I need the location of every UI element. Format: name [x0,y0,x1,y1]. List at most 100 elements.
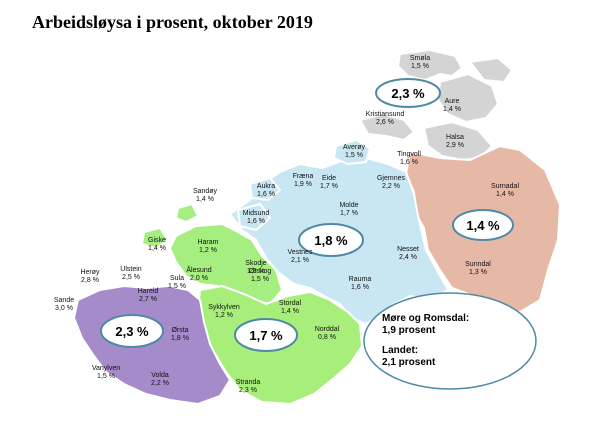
municipality-name-stranda: Stranda [236,379,261,386]
region-north-east-island [469,57,513,83]
municipality-name-tingvoll: Tingvoll [397,151,421,158]
municipality-name-sykkylven: Sykkylven [208,304,240,311]
municipality-name--lesund: Ålesund [186,265,211,274]
municipality-value-kristiansund: 2,6 % [376,119,394,126]
region-southwest [73,285,231,405]
svg-text:1,8 %: 1,8 % [314,233,348,248]
municipality-value-sand-y: 1,4 % [196,196,214,203]
municipality-value-norddal: 0,8 % [318,334,336,341]
municipality-value-tingvoll: 1,6 % [400,159,418,166]
oval-sunnmore: 1,7 % [234,318,298,352]
municipality-value-aukra: 1,6 % [257,191,275,198]
municipality-value-eide: 1,7 % [320,183,338,190]
municipality-name--rskog: Ørskog [249,268,272,275]
municipality-value-vanylven: 1,5 % [97,373,115,380]
region-kristiansund [359,113,415,141]
municipality-name-fr-na: Fræna [293,173,314,180]
region-sunnmore-southwest [73,285,231,405]
municipality-value-sm-la: 1,5 % [411,63,429,70]
municipality-value-ulstein: 2,5 % [122,274,140,281]
oval-southwest: 2,3 % [100,314,164,348]
municipality-name-gjemnes: Gjemnes [377,175,406,182]
municipality-name-sunndal: Sunndal [465,261,491,268]
municipality-name-midsund: Midsund [243,210,270,217]
municipality-name-halsa: Halsa [446,134,464,141]
municipality-name-hareid: Hareid [138,288,159,295]
municipality-name-sand-y: Sandøy [193,188,218,195]
municipality-name-vanylven: Vanylven [92,365,120,372]
municipality-value-stordal: 1,4 % [281,308,299,315]
region-averoy [333,139,371,165]
region-aure [437,73,499,123]
county-value: 1,9 prosent [382,325,436,336]
municipality-value-volda: 2,2 % [151,380,169,387]
municipality-name--rsta: Ørsta [171,327,188,334]
region-sandoy [175,203,199,223]
svg-text:2,3 %: 2,3 % [115,324,149,339]
municipality-value-fr-na: 1,9 % [294,181,312,188]
municipality-value-hareid: 2,7 % [139,296,157,303]
municipality-value-midsund: 1,6 % [247,218,265,225]
municipality-name-giske: Giske [148,237,166,244]
municipality-value-haram: 1,2 % [199,247,217,254]
municipality-value-sande: 3,0 % [55,305,73,312]
municipality-value-molde: 1,7 % [340,210,358,217]
national-label: Landet: [382,345,419,356]
municipality-value-sykkylven: 1,2 % [215,312,233,319]
municipality-value-rauma: 1,6 % [351,284,369,291]
municipality-name-kristiansund: Kristiansund [366,111,405,118]
page-title: Arbeidsløysa i prosent, oktober 2019 [32,12,313,32]
municipality-name-stordal: Stordal [279,300,302,307]
municipality-value--lesund: 2,0 % [190,275,208,282]
region-north [359,49,513,161]
municipality-name-vestnes: Vestnes [288,249,313,256]
municipality-value-halsa: 2,9 % [446,142,464,149]
municipality-name-norddal: Norddal [315,326,340,333]
municipality-value-aure: 1,4 % [443,106,461,113]
municipality-name-sula: Sula [170,275,184,282]
municipality-name-haram: Haram [197,239,218,246]
municipality-value-surnadal: 1,4 % [496,191,514,198]
municipality-value--rskog: 1,5 % [251,276,269,283]
oval-central: 1,8 % [298,223,364,257]
municipality-name-aukra: Aukra [257,183,275,190]
municipality-name-skodje: Skodje [245,260,267,267]
municipality-value-giske: 1,4 % [148,245,166,252]
municipality-name-sm-la: Smøla [410,55,430,62]
region-smola [397,49,463,81]
municipality-name-molde: Molde [339,202,358,209]
municipality-name-sande: Sande [54,297,74,304]
municipality-value--rsta: 1,8 % [171,335,189,342]
region-giske [141,227,169,249]
municipality-name-rauma: Rauma [349,276,372,283]
municipality-value-sula: 1,5 % [168,283,186,290]
municipality-name-volda: Volda [151,372,169,379]
oval-north: 2,3 % [375,78,441,108]
county-label: Møre og Romsdal: [382,313,470,324]
municipality-name-eide: Eide [322,175,336,182]
svg-text:2,3 %: 2,3 % [391,86,425,101]
municipality-name-her-y: Herøy [80,269,100,276]
municipality-value-her-y: 2,8 % [81,277,99,284]
municipality-value-nesset: 2,4 % [399,254,417,261]
municipality-value-vestnes: 2,1 % [291,257,309,264]
municipality-name-aver-y: Averøy [343,144,366,151]
summary-oval [363,292,537,390]
oval-northeast: 1,4 % [452,209,514,241]
municipality-name-aure: Aure [445,98,460,105]
municipality-value-skodje: 1,3 % [247,268,265,275]
svg-text:1,4 %: 1,4 % [466,218,500,233]
region-midsund [237,203,271,231]
municipality-name-ulstein: Ulstein [120,266,142,273]
region-aukra [249,177,281,201]
municipality-name-nesset: Nesset [397,246,419,253]
municipality-value-aver-y: 1,5 % [345,152,363,159]
national-value: 2,1 prosent [382,357,436,368]
municipality-value-gjemnes: 2,2 % [382,183,400,190]
summary-note: Møre og Romsdal: 1,9 prosent Landet: 2,1… [382,313,542,369]
municipality-name-surnadal: Surnadal [491,183,519,190]
municipality-value-stranda: 2,3 % [239,387,257,394]
municipality-value-sunndal: 1,3 % [469,269,487,276]
